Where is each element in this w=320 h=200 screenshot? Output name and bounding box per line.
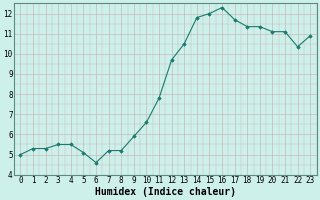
X-axis label: Humidex (Indice chaleur): Humidex (Indice chaleur): [95, 186, 236, 197]
